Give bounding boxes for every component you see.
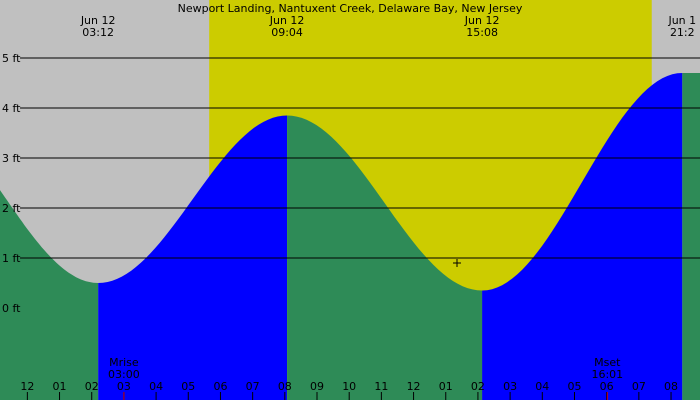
x-tick-label: 09 bbox=[310, 380, 324, 393]
y-tick-label: 1 ft bbox=[2, 252, 21, 265]
x-tick-label: 12 bbox=[20, 380, 34, 393]
x-tick-label: 04 bbox=[149, 380, 163, 393]
x-tick-label: 11 bbox=[374, 380, 388, 393]
tide-event-date: Jun 1 bbox=[667, 14, 696, 27]
x-tick-label: 12 bbox=[407, 380, 421, 393]
chart-title: Newport Landing, Nantuxent Creek, Delawa… bbox=[178, 2, 523, 15]
x-tick-label: 08 bbox=[278, 380, 292, 393]
tide-event-time: 09:04 bbox=[271, 26, 303, 39]
moon-event-label: Mrise bbox=[109, 356, 139, 369]
tide-event-date: Jun 12 bbox=[464, 14, 500, 27]
x-tick-label: 03 bbox=[117, 380, 131, 393]
y-tick-label: 2 ft bbox=[2, 202, 21, 215]
falling-tide-area bbox=[0, 190, 99, 400]
current-time-marker bbox=[453, 259, 462, 267]
moon-event-time: 03:00 bbox=[108, 368, 140, 381]
hour-axis: 12 01 02 03 04 05 06 07 08 09 10 11 12 01 02 03 04 05 06 07… bbox=[20, 380, 678, 400]
tide-event-date: Jun 12 bbox=[269, 14, 305, 27]
y-tick-label: 0 ft bbox=[2, 302, 21, 315]
y-tick-label: 4 ft bbox=[2, 102, 21, 115]
moon-event-time: 16:01 bbox=[591, 368, 623, 381]
rising-tide-area bbox=[482, 73, 683, 400]
tide-event-time: 21:2 bbox=[670, 26, 695, 39]
x-tick-label: 04 bbox=[535, 380, 549, 393]
x-tick-label: 08 bbox=[664, 380, 678, 393]
x-tick-label: 02 bbox=[85, 380, 99, 393]
x-tick-label: 06 bbox=[213, 380, 227, 393]
x-tick-label: 01 bbox=[53, 380, 67, 393]
x-tick-label: 10 bbox=[342, 380, 356, 393]
x-tick-label: 02 bbox=[471, 380, 485, 393]
x-tick-label: 07 bbox=[632, 380, 646, 393]
falling-tide-area bbox=[682, 73, 700, 400]
moon-event-label: Mset bbox=[594, 356, 621, 369]
tide-event-time: 15:08 bbox=[466, 26, 498, 39]
y-tick-label: 3 ft bbox=[2, 152, 21, 165]
x-tick-label: 06 bbox=[600, 380, 614, 393]
x-tick-label: 03 bbox=[503, 380, 517, 393]
height-gridlines: 0 ft 1 ft 2 ft 3 ft 4 ft 5 ft bbox=[2, 52, 700, 315]
tide-event-date: Jun 12 bbox=[80, 14, 116, 27]
tide-event-time: 03:12 bbox=[82, 26, 114, 39]
x-tick-label: 01 bbox=[439, 380, 453, 393]
x-tick-label: 05 bbox=[181, 380, 195, 393]
x-tick-label: 05 bbox=[567, 380, 581, 393]
y-tick-label: 5 ft bbox=[2, 52, 21, 65]
x-tick-label: 07 bbox=[246, 380, 260, 393]
